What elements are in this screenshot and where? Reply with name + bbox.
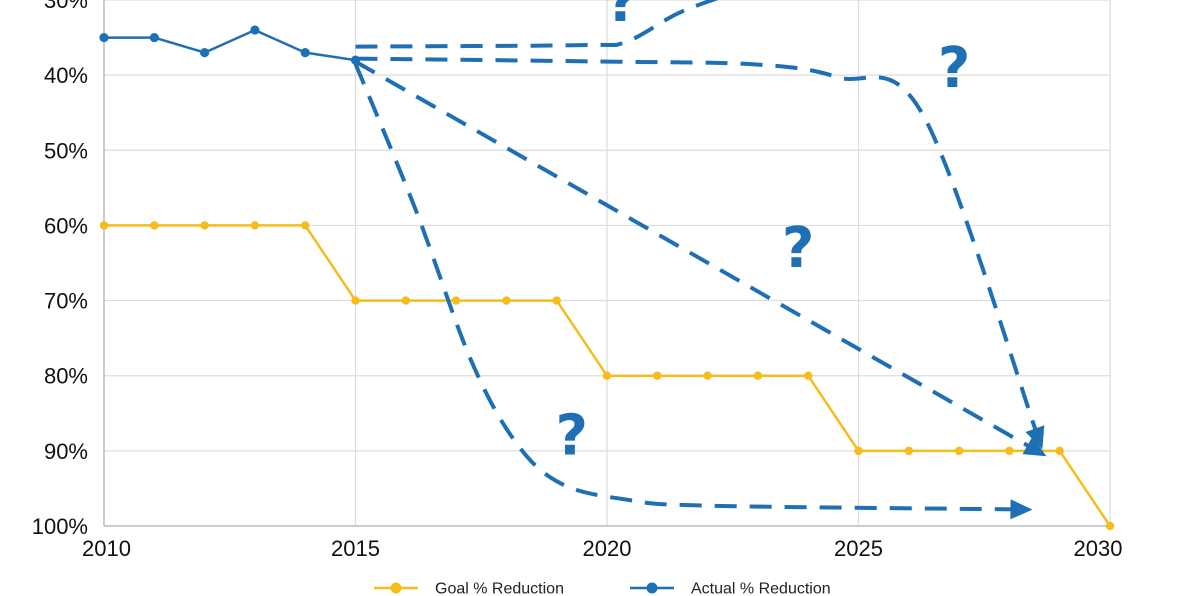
- series-goal-point: [301, 221, 310, 230]
- projection-dashed-line: [353, 63, 1025, 512]
- series-goal-point: [1005, 446, 1014, 456]
- series-goal-point: [753, 371, 763, 380]
- projection-dashed-line: [354, 59, 1041, 455]
- series-goal-point: [602, 371, 612, 380]
- projection-arrowhead: [1025, 425, 1045, 450]
- y-tick-label: 90%: [44, 439, 88, 464]
- legend-goal-label: Goal % Reduction: [435, 581, 564, 596]
- question-mark-annotation: ?: [938, 36, 970, 101]
- series-goal-point: [250, 221, 260, 230]
- series-actual-point: [149, 32, 159, 43]
- y-tick-label: 60%: [44, 213, 88, 238]
- series-goal-point: [854, 446, 863, 456]
- projection-dashed-line: [355, 0, 719, 49]
- legend-item-actual: Actual % Reduction: [630, 581, 831, 596]
- series-goal-point: [200, 221, 209, 230]
- series-actual-point: [250, 25, 260, 35]
- series-actual-line: [104, 28, 356, 62]
- legend-actual-label: Actual % Reduction: [691, 581, 831, 596]
- x-tick-label: 2010: [82, 536, 131, 561]
- legend-actual-swatch-marker: [646, 582, 658, 594]
- x-tick-label: 2015: [331, 536, 380, 561]
- series-goal-point: [502, 296, 511, 305]
- x-tick-label: 2020: [583, 536, 632, 561]
- series-goal-point: [150, 221, 159, 230]
- series-goal-point: [904, 446, 913, 456]
- y-tick-label: 100%: [32, 514, 88, 539]
- legend: Goal % Reduction Actual % Reduction: [374, 581, 831, 596]
- series-goal-point: [653, 371, 662, 380]
- series-actual-point: [99, 32, 109, 43]
- series-goal-point: [954, 446, 964, 456]
- y-tick-labels: 30% 40% 50% 60% 70% 80% 90% 100%: [32, 0, 88, 539]
- series-goal-point: [401, 296, 410, 305]
- series-goal-point: [451, 296, 461, 305]
- projection-arrowhead: [1010, 499, 1033, 520]
- x-tick-label: 2025: [834, 536, 883, 561]
- series-actual-point: [300, 48, 310, 58]
- y-tick-label: 40%: [44, 63, 88, 88]
- data-series: [99, 25, 1115, 531]
- question-mark-annotation: ?: [556, 404, 588, 469]
- series-goal-point: [351, 296, 360, 305]
- x-tick-label: 2030: [1074, 536, 1123, 561]
- series-goal-point: [804, 371, 813, 380]
- series-actual-point: [200, 48, 210, 58]
- question-mark-annotation: ?: [606, 0, 638, 35]
- series-goal-point: [1105, 521, 1115, 531]
- projection-annotations: ????: [353, 0, 1047, 520]
- axes: [103, 0, 1110, 527]
- x-tick-labels: 2010 2015 2020 2025 2030: [82, 536, 1122, 561]
- projection-dashed-line: [355, 56, 1042, 443]
- y-tick-label: 70%: [44, 289, 88, 314]
- y-tick-label: 50%: [44, 138, 88, 163]
- legend-goal-swatch-marker: [390, 582, 402, 594]
- series-goal-point: [1055, 446, 1064, 456]
- question-mark-annotation: ?: [782, 216, 814, 281]
- series-goal-point: [99, 221, 109, 230]
- y-tick-label: 80%: [44, 364, 88, 389]
- legend-item-goal: Goal % Reduction: [374, 581, 564, 596]
- y-tick-label: 30%: [44, 0, 88, 13]
- series-goal-point: [552, 296, 561, 305]
- projection-arrowhead: [1022, 436, 1047, 457]
- series-goal-point: [703, 371, 712, 380]
